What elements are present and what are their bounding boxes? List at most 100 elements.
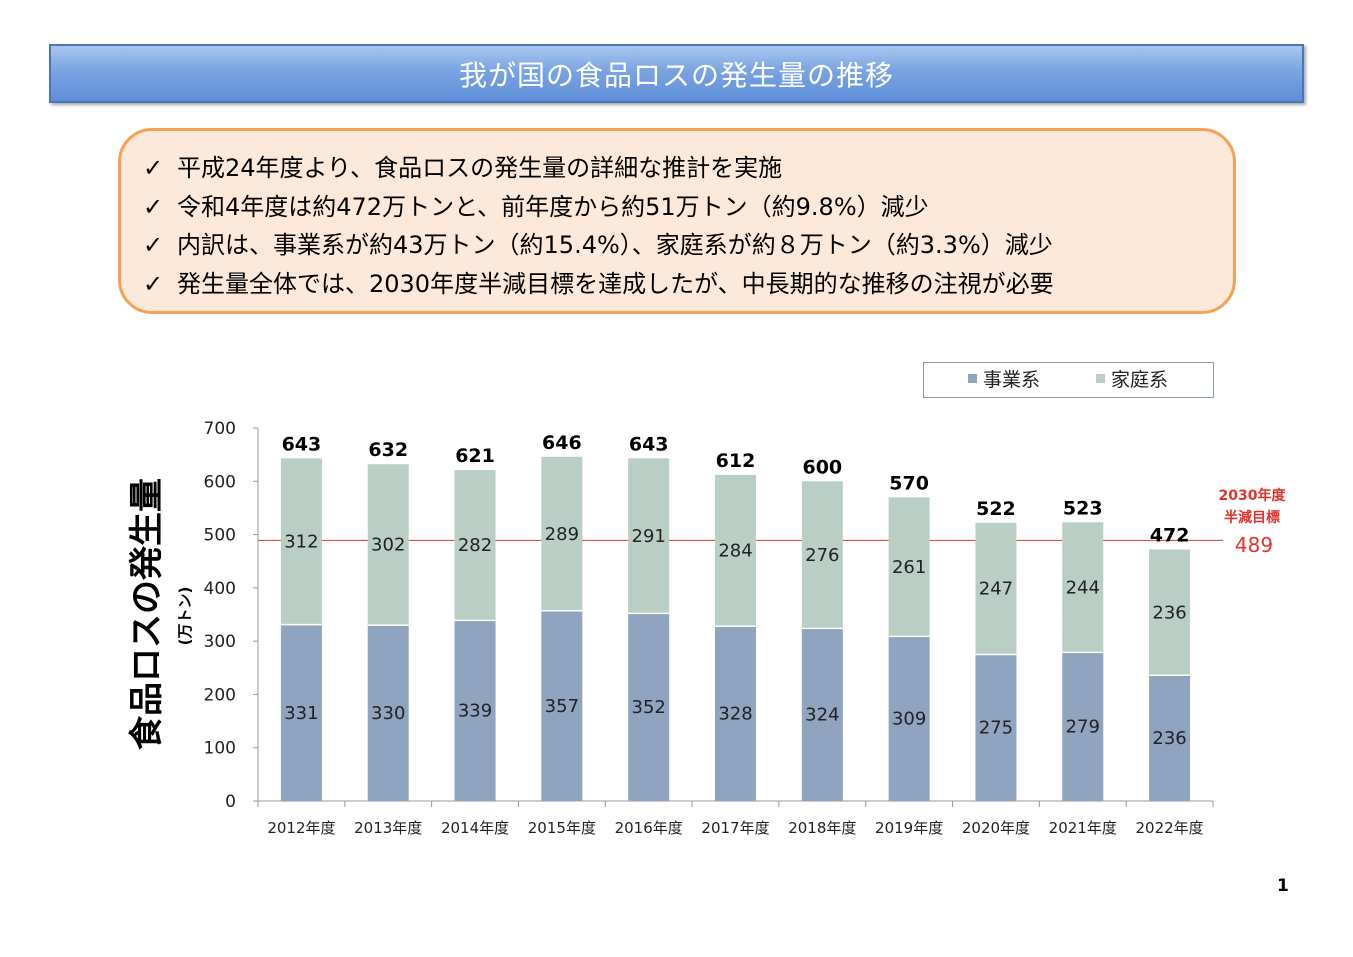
bar-household — [715, 474, 756, 627]
target-label-line2: 半減目標 — [1224, 509, 1280, 526]
x-tick-label: 2013年度 — [354, 819, 422, 837]
x-tick-label: 2022年度 — [1135, 819, 1203, 837]
bar-household — [280, 458, 322, 625]
data-label-total: 646 — [542, 432, 582, 454]
y-tick-label: 500 — [204, 526, 236, 546]
data-label-total: 472 — [1150, 524, 1190, 546]
bar-business — [280, 624, 322, 801]
y-tick-label: 0 — [225, 792, 236, 812]
bar-household — [975, 522, 1017, 655]
data-label-business: 324 — [805, 705, 839, 726]
data-label-household: 302 — [371, 535, 405, 556]
y-tick-label: 400 — [204, 579, 236, 599]
bar-business — [1062, 652, 1104, 801]
page-number: 1 — [1277, 876, 1289, 896]
x-tick-label: 2012年度 — [267, 819, 335, 837]
x-tick-label: 2019年度 — [875, 819, 943, 837]
data-label-business: 309 — [892, 709, 926, 730]
bar-business — [454, 620, 496, 801]
legend-item-business: 事業系 — [968, 363, 1040, 397]
bar-household — [541, 456, 583, 611]
data-label-household: 312 — [284, 531, 318, 552]
data-label-total: 643 — [629, 433, 669, 455]
target-label-line1: 2030年度 — [1219, 487, 1287, 504]
summary-item-text: 発生量全体では、2030年度半減目標を達成したが、中長期的な推移の注視が必要 — [177, 269, 1054, 298]
bar-business — [888, 636, 930, 801]
y-tick-label: 600 — [204, 472, 236, 492]
data-label-total: 612 — [716, 450, 756, 472]
chart-legend: 事業系 家庭系 — [923, 362, 1214, 398]
legend-label-business: 事業系 — [983, 369, 1041, 391]
x-tick-label: 2014年度 — [441, 819, 509, 837]
y-axis-unit: (万トン) — [176, 587, 194, 646]
bar-household — [888, 497, 930, 637]
data-label-business: 236 — [1152, 728, 1186, 749]
data-label-total: 570 — [889, 472, 929, 494]
check-icon: ✓ — [143, 231, 164, 259]
check-icon: ✓ — [143, 154, 164, 182]
x-tick-label: 2017年度 — [701, 819, 769, 837]
data-label-household: 261 — [892, 557, 926, 578]
bar-business — [715, 626, 756, 801]
data-label-business: 352 — [632, 697, 666, 718]
data-label-total: 643 — [282, 433, 322, 455]
data-label-total: 522 — [976, 498, 1016, 520]
y-tick-label: 200 — [204, 685, 236, 705]
bar-business — [541, 610, 583, 801]
data-label-household: 289 — [545, 524, 579, 545]
data-label-household: 282 — [458, 535, 492, 556]
summary-item-text: 令和4年度は約472万トンと、前年度から約51万トン（約9.8%）減少 — [177, 192, 929, 221]
title-bar: 我が国の食品ロスの発生量の推移 — [49, 44, 1304, 103]
data-label-household: 236 — [1152, 602, 1186, 623]
data-label-household: 244 — [1066, 577, 1100, 598]
check-icon: ✓ — [143, 192, 164, 221]
x-tick-label: 2016年度 — [615, 819, 683, 837]
y-tick-label: 300 — [204, 632, 236, 652]
summary-box: ✓ 平成24年度より、食品ロスの発生量の詳細な推計を実施 ✓ 令和4年度は約472万… — [118, 128, 1236, 314]
data-label-business: 339 — [458, 701, 492, 722]
summary-item-text: 平成24年度より、食品ロスの発生量の詳細な推計を実施 — [177, 154, 783, 182]
data-label-business: 330 — [371, 703, 405, 724]
data-label-total: 621 — [455, 445, 495, 467]
x-tick-label: 2021年度 — [1049, 819, 1117, 837]
data-label-total: 600 — [802, 456, 842, 478]
data-label-total: 523 — [1063, 497, 1103, 519]
summary-item: ✓ 内訳は、事業系が約43万トン（約15.4%）、家庭系が約８万トン（約3.3%）… — [143, 226, 1233, 265]
summary-item: ✓ 令和4年度は約472万トンと、前年度から約51万トン（約9.8%）減少 — [143, 188, 1233, 227]
bar-business — [628, 613, 670, 801]
summary-item-text: 内訳は、事業系が約43万トン（約15.4%）、家庭系が約８万トン（約3.3%）減… — [177, 231, 1053, 259]
legend-swatch-business — [968, 374, 977, 383]
data-label-business: 279 — [1066, 717, 1100, 738]
bar-household — [1062, 522, 1104, 653]
bar-business — [801, 628, 843, 801]
summary-item: ✓ 発生量全体では、2030年度半減目標を達成したが、中長期的な推移の注視が必要 — [143, 265, 1233, 304]
bar-household — [801, 481, 843, 629]
bar-business — [1149, 675, 1191, 801]
x-tick-label: 2015年度 — [528, 819, 596, 837]
x-tick-label: 2020年度 — [962, 819, 1030, 837]
bar-household — [628, 458, 670, 614]
y-tick-label: 100 — [204, 739, 236, 759]
y-axis-title: 食品ロスの発生量 — [127, 478, 167, 750]
summary-list: ✓ 平成24年度より、食品ロスの発生量の詳細な推計を実施 ✓ 令和4年度は約472万… — [143, 149, 1233, 303]
target-value-label: 489 — [1235, 533, 1273, 557]
data-label-household: 284 — [718, 541, 752, 562]
bar-household — [454, 470, 496, 621]
y-tick-label: 700 — [204, 419, 236, 439]
summary-item: ✓ 平成24年度より、食品ロスの発生量の詳細な推計を実施 — [143, 149, 1233, 188]
check-icon: ✓ — [143, 269, 164, 298]
legend-label-household: 家庭系 — [1111, 369, 1169, 391]
page-title: 我が国の食品ロスの発生量の推移 — [458, 58, 894, 92]
legend-item-household: 家庭系 — [1096, 363, 1168, 397]
data-label-total: 632 — [368, 439, 408, 461]
legend-swatch-household — [1096, 374, 1105, 383]
data-label-business: 275 — [979, 718, 1013, 739]
data-label-household: 291 — [632, 526, 666, 547]
data-label-household: 276 — [805, 545, 839, 566]
bar-business — [367, 625, 409, 801]
x-tick-label: 2018年度 — [788, 819, 856, 837]
bar-household — [1149, 549, 1191, 676]
data-label-household: 247 — [979, 579, 1013, 600]
bar-household — [367, 464, 409, 626]
